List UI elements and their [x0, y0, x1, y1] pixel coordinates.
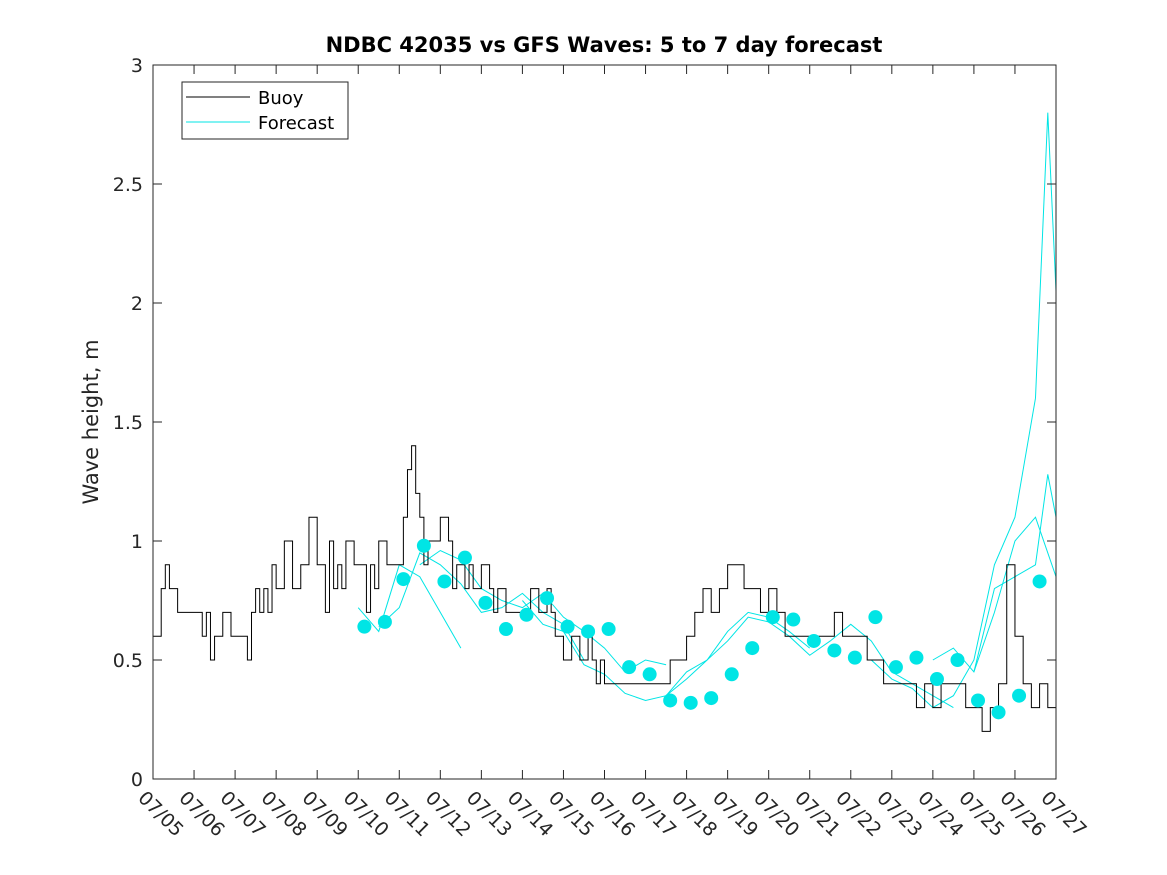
forecast-marker	[806, 633, 821, 648]
forecast-marker	[827, 643, 842, 658]
chart-title: NDBC 42035 vs GFS Waves: 5 to 7 day fore…	[326, 33, 883, 57]
x-tick-label: 07/08	[257, 787, 311, 841]
forecast-marker	[622, 660, 637, 675]
x-tick-label: 07/14	[503, 787, 557, 841]
x-tick-label: 07/09	[298, 787, 352, 841]
x-axis: 07/0507/0607/0707/0807/0907/1007/1107/12…	[133, 65, 1091, 841]
forecast-marker	[991, 705, 1006, 720]
forecast-line	[357, 564, 462, 649]
x-tick-label: 07/15	[544, 787, 598, 841]
forecast-marker	[704, 691, 719, 706]
x-tick-label: 07/10	[339, 787, 393, 841]
x-tick-label: 07/27	[1036, 787, 1090, 841]
forecast-line	[973, 474, 1057, 673]
legend-box	[181, 81, 349, 140]
forecast-marker	[478, 595, 493, 610]
forecast-marker	[888, 660, 903, 675]
forecast-markers	[357, 538, 1047, 720]
forecast-line	[932, 516, 1057, 673]
forecast-marker	[498, 622, 513, 637]
y-axis: 0 0.5 1 1.5 2 2.5 3	[113, 55, 1056, 791]
x-tick-label: 07/20	[749, 787, 803, 841]
forecast-marker	[457, 550, 472, 565]
forecast-marker	[1032, 574, 1047, 589]
forecast-marker	[581, 624, 596, 639]
x-tick-label: 07/17	[626, 787, 680, 841]
forecast-marker	[437, 574, 452, 589]
forecast-line	[378, 552, 585, 661]
forecast-marker	[786, 612, 801, 627]
x-tick-label: 07/06	[175, 787, 229, 841]
forecast-marker	[396, 572, 411, 587]
forecast-marker	[909, 650, 924, 665]
forecast-marker	[357, 619, 372, 634]
x-tick-label: 07/26	[995, 787, 1049, 841]
y-tick-label: 3	[131, 55, 143, 77]
forecast-marker	[950, 653, 965, 667]
x-tick-label: 07/24	[913, 787, 967, 841]
forecast-marker	[745, 641, 760, 656]
y-tick-label: 2	[131, 293, 143, 315]
y-axis-label: Wave height, m	[79, 339, 103, 504]
forecast-line	[870, 112, 1057, 709]
forecast-marker	[560, 619, 575, 634]
forecast-marker	[683, 695, 698, 710]
forecast-marker	[971, 693, 986, 708]
forecast-marker	[519, 607, 534, 622]
x-tick-label: 07/25	[954, 787, 1008, 841]
plot-area	[153, 112, 1057, 732]
forecast-series	[357, 112, 1057, 709]
y-tick-label: 1	[131, 531, 143, 553]
forecast-marker	[868, 610, 883, 625]
x-tick-label: 07/22	[831, 787, 885, 841]
forecast-marker	[416, 538, 431, 553]
legend: Buoy Forecast	[181, 81, 349, 140]
forecast-marker	[663, 693, 678, 708]
x-tick-label: 07/11	[380, 787, 434, 841]
legend-buoy-label: Buoy	[258, 88, 304, 109]
forecast-marker	[377, 614, 392, 629]
forecast-marker	[765, 610, 780, 625]
y-tick-label: 2.5	[113, 174, 143, 196]
x-tick-label: 07/07	[216, 787, 270, 841]
buoy-line	[153, 445, 1057, 732]
x-tick-label: 07/19	[708, 787, 762, 841]
forecast-marker	[847, 650, 862, 665]
y-tick-label: 0.5	[113, 650, 143, 672]
x-tick-label: 07/05	[133, 787, 187, 841]
forecast-marker	[601, 622, 616, 637]
legend-forecast-label: Forecast	[258, 113, 334, 134]
x-tick-label: 07/13	[462, 787, 516, 841]
forecast-marker	[540, 591, 555, 606]
forecast-marker	[724, 667, 739, 682]
x-tick-label: 07/12	[421, 787, 475, 841]
forecast-line	[665, 616, 954, 709]
x-tick-label: 07/18	[667, 787, 721, 841]
x-tick-label: 07/16	[585, 787, 639, 841]
y-tick-label: 0	[131, 769, 143, 791]
forecast-marker	[1012, 688, 1027, 703]
x-tick-label: 07/23	[872, 787, 926, 841]
forecast-marker	[642, 667, 657, 682]
buoy-series	[153, 445, 1057, 732]
y-tick-label: 1.5	[113, 412, 143, 434]
forecast-marker	[929, 672, 944, 687]
x-tick-label: 07/21	[790, 787, 844, 841]
